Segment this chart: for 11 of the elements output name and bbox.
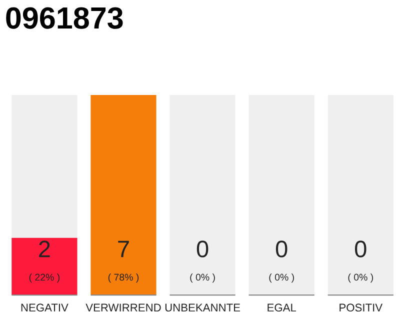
x-tick-label: EGAL: [268, 304, 296, 312]
data-label: 0 ( 0% ): [348, 240, 373, 283]
chart-title: 0961873: [6, 7, 123, 29]
data-label: 0 ( 0% ): [269, 240, 294, 283]
x-tick-label: NEGATIV: [21, 304, 68, 312]
x-tick-label: POSITIV: [340, 304, 383, 312]
data-label: 0 ( 0% ): [190, 240, 215, 283]
x-tick-label: VERWIRREND: [86, 304, 161, 312]
data-label: 2 ( 22% ): [29, 240, 60, 283]
x-tick-label: UNBEKANNTE: [165, 304, 240, 312]
data-label: 7 ( 78% ): [108, 240, 139, 283]
